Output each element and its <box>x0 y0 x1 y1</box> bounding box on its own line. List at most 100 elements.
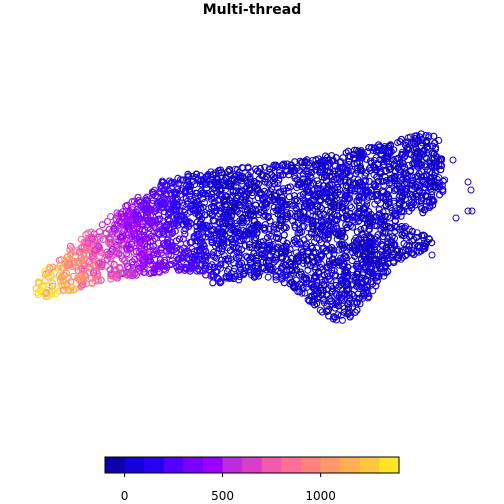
data-point <box>173 200 181 208</box>
data-point <box>205 177 213 185</box>
data-point <box>439 186 447 193</box>
data-point <box>95 260 103 268</box>
data-point <box>241 242 249 250</box>
data-point <box>397 188 405 196</box>
data-point <box>272 256 280 264</box>
data-point <box>361 182 369 190</box>
data-point <box>43 289 50 296</box>
data-point <box>291 172 299 180</box>
data-point <box>402 141 410 149</box>
data-point <box>420 239 428 247</box>
data-point <box>319 286 327 294</box>
data-point <box>53 284 61 292</box>
data-point <box>115 217 123 225</box>
data-point <box>280 224 288 232</box>
data-point <box>139 250 147 257</box>
data-point <box>134 193 142 201</box>
data-point <box>382 229 390 236</box>
data-point <box>380 272 388 280</box>
data-point <box>436 191 443 199</box>
data-point <box>266 217 274 225</box>
data-point <box>49 279 57 287</box>
data-point <box>270 258 278 266</box>
data-point <box>354 290 362 298</box>
data-point <box>342 221 350 229</box>
data-point <box>371 181 379 188</box>
data-point <box>375 141 383 149</box>
data-point <box>63 262 71 270</box>
data-point <box>384 260 392 268</box>
data-point <box>270 195 278 203</box>
data-point <box>285 193 293 201</box>
data-point <box>334 176 342 183</box>
data-point <box>387 241 395 249</box>
data-point <box>304 248 312 256</box>
data-point <box>372 282 380 290</box>
data-point <box>56 262 64 270</box>
data-point <box>365 293 373 301</box>
data-point <box>286 274 294 282</box>
data-point <box>259 264 267 272</box>
data-point <box>251 217 259 225</box>
data-point <box>354 176 362 184</box>
data-point <box>150 268 158 276</box>
data-point <box>266 265 274 273</box>
data-point <box>395 201 403 209</box>
data-point <box>45 273 53 281</box>
data-point <box>84 246 91 254</box>
data-point <box>269 265 277 273</box>
data-point <box>254 259 262 267</box>
data-point <box>342 254 350 262</box>
data-point <box>156 198 164 205</box>
data-point <box>193 254 201 261</box>
data-point <box>283 160 291 168</box>
data-point <box>282 272 289 279</box>
data-point <box>124 241 132 249</box>
data-point <box>328 152 336 160</box>
data-point <box>193 247 201 255</box>
data-point <box>172 248 180 256</box>
data-point <box>266 196 274 204</box>
data-point <box>218 256 225 264</box>
data-point <box>359 241 366 248</box>
data-point <box>116 263 124 271</box>
data-point <box>277 196 285 204</box>
data-point <box>128 198 136 206</box>
data-point <box>186 187 194 195</box>
data-point <box>222 220 230 228</box>
data-point <box>245 200 253 208</box>
data-point <box>248 230 256 238</box>
data-point <box>428 178 436 186</box>
data-point <box>311 301 319 309</box>
data-point <box>228 274 236 282</box>
data-point <box>426 159 434 167</box>
data-point <box>390 210 398 218</box>
data-point <box>246 243 253 251</box>
data-point <box>210 203 218 210</box>
data-point <box>298 246 305 253</box>
data-point <box>133 213 140 221</box>
data-point <box>409 160 417 168</box>
data-point <box>90 269 98 277</box>
data-point <box>373 173 381 181</box>
data-point <box>127 217 134 224</box>
data-point <box>411 140 419 148</box>
data-point <box>196 267 204 275</box>
data-point <box>249 222 257 230</box>
data-point <box>347 204 355 212</box>
data-point <box>264 214 272 222</box>
data-point <box>175 261 183 269</box>
data-point <box>239 219 247 227</box>
data-point <box>209 171 217 178</box>
data-point <box>418 136 426 144</box>
data-point <box>337 294 345 302</box>
data-point <box>263 234 271 242</box>
data-point <box>282 215 290 223</box>
data-point <box>59 286 67 294</box>
data-point <box>325 245 333 253</box>
data-point <box>177 212 185 220</box>
data-point <box>432 145 439 153</box>
data-point <box>170 201 178 209</box>
data-point <box>329 156 337 164</box>
data-point <box>316 264 324 271</box>
